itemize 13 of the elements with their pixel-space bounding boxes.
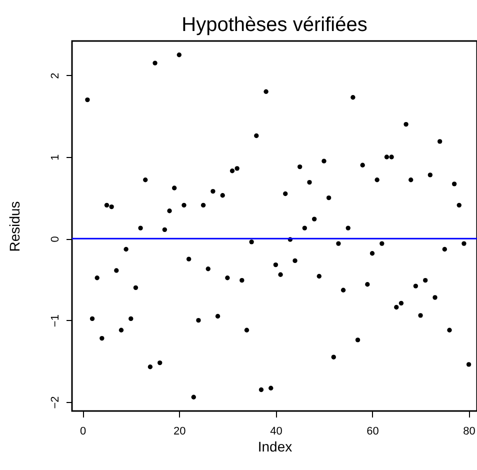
x-tick-label: 80 — [463, 426, 476, 438]
x-tick-label: 0 — [80, 426, 86, 438]
x-tick-label: 60 — [366, 426, 379, 438]
y-tick-label: 1 — [50, 154, 62, 161]
x-axis-title: Index — [258, 438, 292, 454]
y-axis-title: Residus — [6, 201, 22, 252]
chart-title: Hypothèses vérifiées — [182, 14, 368, 36]
y-tick-label: −2 — [50, 396, 62, 409]
x-tick-label: 20 — [174, 426, 186, 438]
x-tick-label: 40 — [270, 426, 282, 438]
y-tick-label: −1 — [50, 314, 62, 328]
y-tick-label: 2 — [50, 72, 62, 79]
y-tick-label: 0 — [50, 236, 62, 242]
